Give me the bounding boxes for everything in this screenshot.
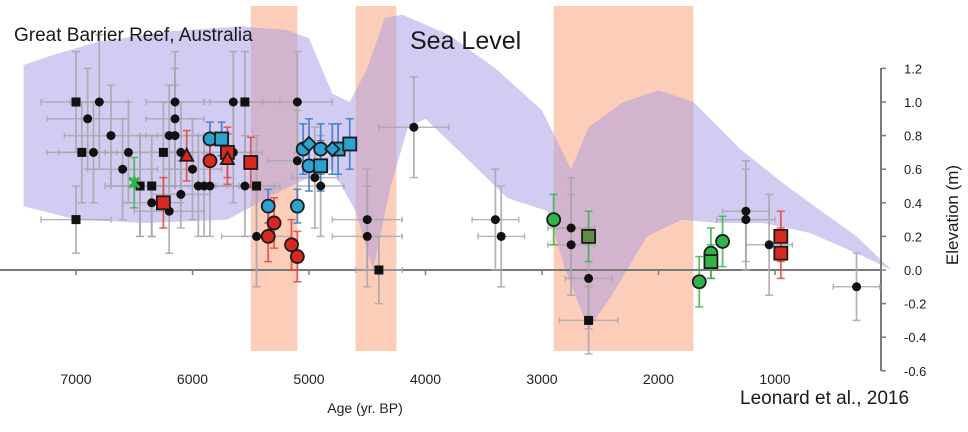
y-tick-label: 1.2 [904,61,922,76]
citation-annotation: Leonard et al., 2016 [740,388,909,409]
y-tick-label: 0.4 [904,196,922,211]
blue-square-marker [214,131,230,147]
red-square-marker [773,245,789,261]
black-circle-marker [94,97,104,107]
black-circle-marker [362,231,372,241]
black-circle-marker [362,215,372,225]
black-circle-marker [409,122,419,132]
black-circle-marker [170,114,180,124]
blue-square-marker [342,136,358,152]
red-square-marker [773,228,789,244]
black-circle-marker [584,273,594,283]
x-tick-label: 2000 [643,371,674,387]
black-circle-marker [106,131,116,141]
black-circle-marker [741,206,751,216]
black-circle-marker [496,231,506,241]
black-circle-marker [88,147,98,157]
red-square-marker [155,195,171,211]
y-tick-label: 1.0 [904,95,922,110]
axes: 7000 6000 5000 4000 3000 2000 1000 1.2 1.0 0.8 0.6… [0,61,926,387]
black-square-marker [252,181,262,191]
green-star-marker [128,176,141,189]
x-tick-label: 7000 [60,371,91,387]
red-triangle-marker [219,150,236,166]
black-circle-marker [252,231,262,241]
red-circle-marker [289,249,305,264]
x-tick-label: 4000 [410,371,441,387]
black-square-marker [71,215,81,225]
black-circle-marker [176,189,186,199]
black-circle-marker [83,114,93,124]
y-tick-label: -0.4 [904,330,926,345]
black-square-marker [147,181,157,191]
black-circle-marker [741,215,751,225]
black-square-marker [135,181,145,191]
x-tick-label: 3000 [526,371,557,387]
black-circle-marker [852,282,862,292]
black-circle-marker [118,164,128,174]
black-circle-marker [240,181,250,191]
red-circle-marker [284,237,299,253]
blue-circle-marker [289,198,305,214]
red-circle-marker [260,228,276,244]
red-circle-marker [266,215,282,231]
black-circle-marker [566,240,576,250]
black-circle-marker [170,97,180,107]
olive-square-marker [581,228,596,244]
blue-circle-marker [260,198,276,214]
x-axis-label: Age (yr. BP) [327,400,402,416]
chart-subtitle: Great Barrier Reef, Australia [14,25,253,46]
black-circle-marker [188,164,197,174]
black-square-marker [158,147,168,157]
y-tick-label: 0.6 [904,162,922,177]
y-axis-label: Elevation (m) [943,165,962,265]
green-circle-marker [715,234,730,249]
black-square-marker [71,97,81,107]
black-circle-marker [490,215,500,225]
black-circle-marker [123,147,133,157]
black-circle-marker [310,173,320,183]
black-square-marker [584,315,594,325]
red-square-marker [243,155,259,170]
red-circle-marker [202,153,218,169]
black-circle-marker [316,181,326,191]
data-points [71,97,862,325]
y-tick-label: -0.2 [904,297,926,312]
blue-square-marker [313,158,329,174]
y-tick-label: 0.0 [904,263,922,278]
blue-diamond-marker [300,135,318,153]
red-triangle-marker [178,146,195,162]
black-square-marker [77,147,87,157]
x-tick-label: 1000 [759,371,790,387]
black-circle-marker [147,198,157,208]
green-circle-marker [546,212,562,228]
green-circle-marker [691,274,707,290]
y-tick-label: 0.2 [904,229,922,244]
black-square-marker [240,97,250,107]
black-circle-marker [292,156,302,166]
black-circle-marker [292,97,302,107]
green-square-marker [703,254,719,270]
x-tick-label: 5000 [293,371,324,387]
sea-level-envelope [23,14,892,329]
blue-diamond-marker [324,140,341,158]
black-circle-marker [566,223,576,233]
black-circle-marker [764,240,774,250]
y-tick-label: 0.8 [904,129,922,144]
y-tick-label: -0.6 [904,364,926,379]
black-circle-marker [228,97,238,107]
x-tick-label: 6000 [177,371,208,387]
black-circle-marker [205,181,215,191]
black-square-marker [374,265,384,275]
envelope-area [23,14,892,329]
chart-title: Sea Level [410,27,521,55]
black-circle-marker [170,131,180,141]
